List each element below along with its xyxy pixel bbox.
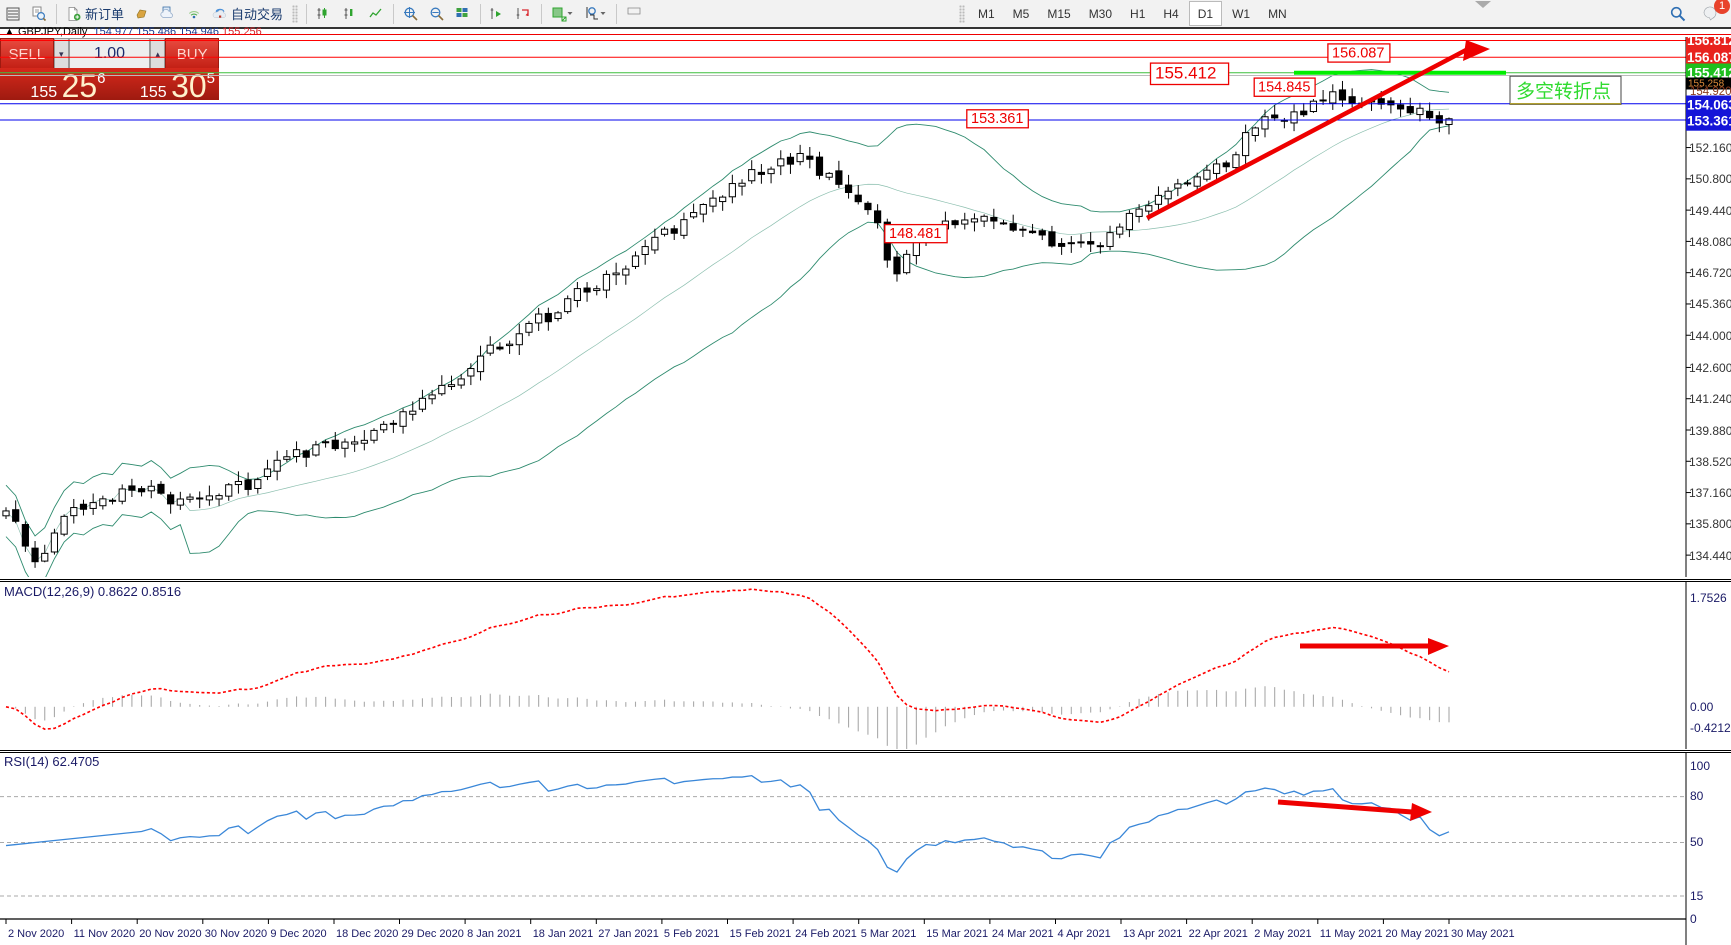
svg-text:9 Dec 2020: 9 Dec 2020 [270, 928, 326, 940]
svg-text:24 Mar 2021: 24 Mar 2021 [992, 928, 1054, 940]
svg-text:18 Jan 2021: 18 Jan 2021 [533, 928, 594, 940]
svg-text:24 Feb 2021: 24 Feb 2021 [795, 928, 857, 940]
svg-text:144.000: 144.000 [1689, 329, 1731, 343]
svg-text:2 Nov 2020: 2 Nov 2020 [8, 928, 64, 940]
svg-text:2 May 2021: 2 May 2021 [1254, 928, 1311, 940]
svg-text:100: 100 [1690, 759, 1710, 773]
svg-text:13 Apr 2021: 13 Apr 2021 [1123, 928, 1182, 940]
svg-text:154.063: 154.063 [1687, 98, 1731, 113]
svg-text:20 May 2021: 20 May 2021 [1385, 928, 1449, 940]
svg-text:8 Jan 2021: 8 Jan 2021 [467, 928, 521, 940]
svg-text:11 Nov 2020: 11 Nov 2020 [74, 928, 136, 940]
svg-text:50: 50 [1690, 835, 1704, 849]
svg-text:142.600: 142.600 [1689, 361, 1731, 375]
svg-text:22 Apr 2021: 22 Apr 2021 [1189, 928, 1248, 940]
svg-text:4 Apr 2021: 4 Apr 2021 [1058, 928, 1111, 940]
svg-text:152.160: 152.160 [1689, 141, 1731, 155]
svg-text:146.720: 146.720 [1689, 266, 1731, 280]
svg-text:30 Nov 2020: 30 Nov 2020 [205, 928, 267, 940]
svg-text:1.7526: 1.7526 [1690, 591, 1727, 605]
svg-text:0: 0 [1690, 912, 1697, 926]
svg-text:18 Dec 2020: 18 Dec 2020 [336, 928, 398, 940]
svg-text:11 May 2021: 11 May 2021 [1320, 928, 1383, 940]
svg-text:20 Nov 2020: 20 Nov 2020 [139, 928, 201, 940]
svg-text:156.087: 156.087 [1687, 50, 1731, 65]
svg-text:15 Mar 2021: 15 Mar 2021 [926, 928, 988, 940]
svg-text:15 Feb 2021: 15 Feb 2021 [730, 928, 792, 940]
svg-text:153.361: 153.361 [1687, 114, 1731, 129]
svg-text:-0.4212: -0.4212 [1690, 721, 1731, 735]
svg-text:141.240: 141.240 [1689, 392, 1731, 406]
svg-text:139.880: 139.880 [1689, 424, 1731, 438]
svg-text:30 May 2021: 30 May 2021 [1451, 928, 1515, 940]
svg-text:150.800: 150.800 [1689, 172, 1731, 186]
svg-text:138.520: 138.520 [1689, 455, 1731, 469]
svg-text:80: 80 [1690, 789, 1704, 803]
svg-text:137.160: 137.160 [1689, 486, 1731, 500]
svg-text:5 Feb 2021: 5 Feb 2021 [664, 928, 720, 940]
svg-text:15: 15 [1690, 889, 1704, 903]
svg-text:135.800: 135.800 [1689, 517, 1731, 531]
svg-text:148.080: 148.080 [1689, 235, 1731, 249]
svg-text:156.812: 156.812 [1687, 37, 1731, 48]
svg-text:145.360: 145.360 [1689, 297, 1731, 311]
svg-text:5 Mar 2021: 5 Mar 2021 [861, 928, 917, 940]
svg-text:29 Dec 2020: 29 Dec 2020 [402, 928, 464, 940]
svg-text:149.440: 149.440 [1689, 204, 1731, 218]
svg-text:27 Jan 2021: 27 Jan 2021 [598, 928, 659, 940]
svg-text:0.00: 0.00 [1690, 700, 1714, 714]
svg-text:134.440: 134.440 [1689, 549, 1731, 563]
